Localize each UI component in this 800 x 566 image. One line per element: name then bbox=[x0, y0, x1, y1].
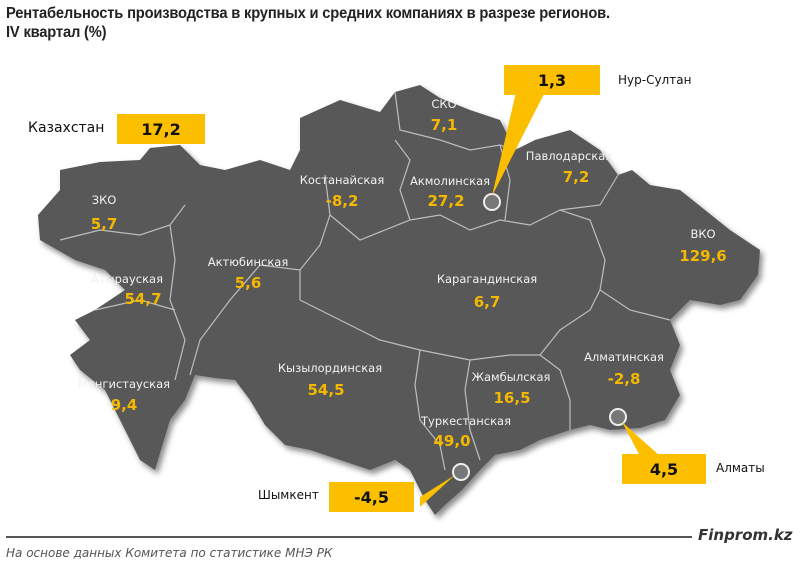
region-value: 5,7 bbox=[90, 215, 118, 233]
region-label: Атырауская bbox=[90, 272, 164, 286]
region-value: 27,2 bbox=[427, 192, 465, 210]
title-line-2: IV квартал (%) bbox=[6, 24, 107, 41]
region-value: 7,2 bbox=[562, 168, 590, 186]
region-value: -8,2 bbox=[325, 192, 359, 210]
region-label: Костанайская bbox=[299, 173, 385, 187]
callout-pointers bbox=[420, 92, 660, 507]
region-label: Жамбылская bbox=[471, 370, 551, 384]
region-value: 54,7 bbox=[124, 290, 162, 308]
shymkent-label: Шымкент bbox=[258, 488, 319, 502]
region-label: ВКО bbox=[690, 227, 716, 241]
nur-sultan-marker bbox=[483, 193, 501, 211]
national-value-box: 17,2 bbox=[117, 114, 205, 144]
region-label: Карагандинская bbox=[436, 272, 538, 286]
region-label: Павлодарская bbox=[525, 149, 613, 163]
region-label: ЗКО bbox=[91, 193, 117, 207]
region-value: 129,6 bbox=[679, 247, 727, 265]
source-note: На основе данных Комитета по статистике … bbox=[6, 546, 333, 560]
region-value: 49,0 bbox=[433, 432, 471, 450]
region-value: 9,4 bbox=[110, 396, 138, 414]
nur-sultan-value-box: 1,3 bbox=[504, 65, 600, 95]
almaty-label: Алматы bbox=[716, 461, 765, 475]
footer-divider bbox=[6, 536, 692, 538]
title-line-1: Рентабельность производства в крупных и … bbox=[6, 5, 610, 22]
region-value: 54,5 bbox=[307, 381, 345, 399]
region-label: Акмолинская bbox=[409, 174, 491, 188]
region-value: 16,5 bbox=[493, 389, 531, 407]
almaty-marker bbox=[609, 408, 627, 426]
shymkent-marker bbox=[452, 463, 470, 481]
almaty-value-box: 4,5 bbox=[622, 454, 706, 484]
region-label: Мангистауская bbox=[77, 377, 171, 391]
city-markers bbox=[452, 193, 627, 481]
nur-sultan-label: Нур-Султан bbox=[618, 73, 692, 87]
region-label: Кызылординская bbox=[277, 361, 383, 375]
region-value: 6,7 bbox=[473, 293, 501, 311]
region-borders bbox=[59, 91, 671, 471]
shymkent-value-box: -4,5 bbox=[329, 482, 414, 512]
country-shape bbox=[38, 85, 760, 515]
region-value: 7,1 bbox=[430, 116, 458, 134]
region-label: Актюбинская bbox=[207, 255, 289, 269]
chart-title: Рентабельность производства в крупных и … bbox=[6, 4, 610, 42]
brand-logo: Finprom.kz bbox=[698, 526, 793, 544]
region-label: СКО bbox=[431, 97, 457, 111]
region-label: Туркестанская bbox=[421, 414, 511, 428]
region-label: Алматинская bbox=[584, 350, 664, 364]
region-value: -2,8 bbox=[607, 370, 641, 388]
national-label: Казахстан bbox=[28, 120, 105, 136]
region-value: 5,6 bbox=[234, 274, 262, 292]
